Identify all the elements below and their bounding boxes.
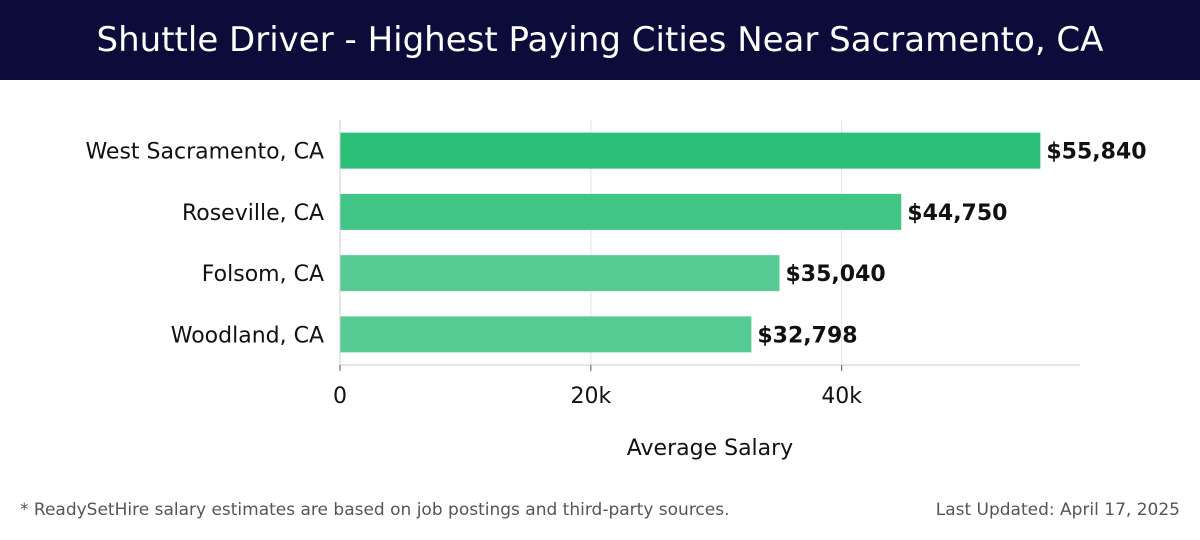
footer: * ReadySetHire salary estimates are base… [0, 490, 1200, 535]
x-tick-label: 20k [570, 384, 611, 409]
data-label: $35,040 [785, 262, 885, 287]
data-label: $44,750 [907, 201, 1007, 226]
category-label: Folsom, CA [202, 262, 324, 287]
category-label: Woodland, CA [171, 323, 324, 348]
page-title: Shuttle Driver - Highest Paying Cities N… [96, 20, 1104, 60]
x-axis-label: Average Salary [627, 436, 793, 461]
salary-bar-chart: West Sacramento, CA $55,840 Roseville, CA $… [85, 120, 1147, 461]
footer-note: * ReadySetHire salary estimates are base… [20, 500, 730, 520]
header-bar: Shuttle Driver - Highest Paying Cities N… [0, 0, 1200, 80]
bar [340, 132, 1041, 169]
bar [340, 255, 780, 292]
chart-area: West Sacramento, CA $55,840 Roseville, CA $… [0, 80, 1200, 480]
x-tick-label: 40k [821, 384, 862, 409]
category-label: West Sacramento, CA [85, 140, 324, 165]
x-tick-label: 0 [333, 384, 347, 409]
data-label: $32,798 [757, 323, 857, 348]
bar [340, 193, 902, 230]
data-label: $55,840 [1046, 140, 1146, 165]
category-label: Roseville, CA [182, 201, 324, 226]
bar [340, 316, 752, 353]
last-updated: Last Updated: April 17, 2025 [935, 500, 1180, 520]
